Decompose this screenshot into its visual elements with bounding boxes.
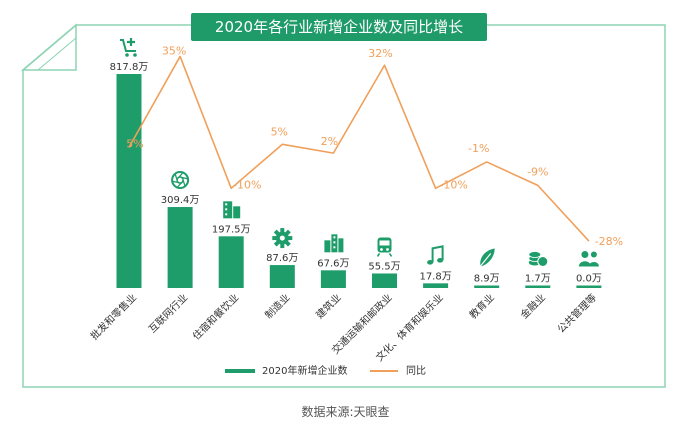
category-label-4: 建筑业 — [313, 291, 343, 321]
bar-4 — [320, 270, 346, 288]
category-label-8: 金融业 — [518, 291, 548, 321]
feather-icon — [477, 248, 495, 270]
bar-1 — [167, 207, 193, 288]
legend-swatch-bar — [225, 369, 255, 373]
bar-value-label-6: 17.8万 — [419, 271, 451, 282]
category-label-3: 制造业 — [262, 291, 292, 321]
gear-icon — [272, 228, 293, 249]
category-label-0: 批发和零售业 — [88, 291, 140, 343]
bar-9 — [576, 285, 602, 288]
people-icon — [578, 251, 599, 267]
bar-8 — [525, 285, 551, 288]
yoy-label-2: -10% — [233, 178, 261, 191]
cart-icon — [120, 38, 137, 57]
bar-value-label-8: 1.7万 — [525, 274, 551, 285]
bar-value-label-3: 87.6万 — [266, 253, 298, 264]
yoy-line — [128, 55, 590, 242]
category-label-1: 互联网行业 — [146, 291, 191, 336]
category-label-9: 公共管理等 — [554, 291, 599, 336]
train-icon — [376, 237, 393, 257]
corner-fold-line — [37, 37, 77, 71]
yoy-label-7: -1% — [468, 142, 489, 155]
aperture-icon — [171, 171, 190, 190]
bar-2 — [218, 236, 244, 288]
yoy-label-0: 5% — [126, 137, 143, 150]
category-label-2: 住宿和餐饮业 — [190, 291, 242, 343]
bar-6 — [423, 283, 449, 288]
bar-value-label-2: 197.5万 — [212, 224, 251, 235]
data-source: 数据来源:天眼查 — [301, 405, 390, 419]
city-icon — [324, 234, 344, 253]
coins-icon — [528, 251, 549, 267]
bar-5 — [372, 273, 397, 288]
bar-value-label-1: 309.4万 — [161, 195, 200, 206]
bar-value-label-0: 817.8万 — [110, 62, 149, 73]
legend-label-line: 同比 — [406, 365, 426, 377]
chart-title: 2020年各行业新增企业数及同比增长 — [191, 13, 487, 41]
legend-label-bar: 2020年新增企业数 — [262, 364, 347, 377]
bar-0 — [116, 74, 142, 288]
category-label-7: 教育业 — [466, 291, 496, 321]
yoy-label-5: 32% — [368, 47, 392, 60]
bar-7 — [474, 285, 500, 288]
bar-value-label-5: 55.5万 — [368, 261, 400, 272]
yoy-label-9: -28% — [595, 235, 623, 248]
bar-value-label-7: 8.9万 — [474, 274, 500, 285]
music-note-icon — [427, 245, 444, 265]
bar-3 — [269, 265, 295, 288]
building-icon — [223, 201, 241, 219]
yoy-label-1: 35% — [162, 44, 186, 57]
bar-value-label-9: 0.0万 — [576, 274, 602, 285]
yoy-label-6: -10% — [439, 178, 467, 191]
yoy-label-8: -9% — [527, 165, 548, 178]
bar-value-label-4: 67.6万 — [317, 258, 349, 269]
yoy-label-3: 5% — [271, 125, 288, 138]
corner-fold — [20, 23, 77, 71]
yoy-label-4: 2% — [321, 135, 338, 148]
